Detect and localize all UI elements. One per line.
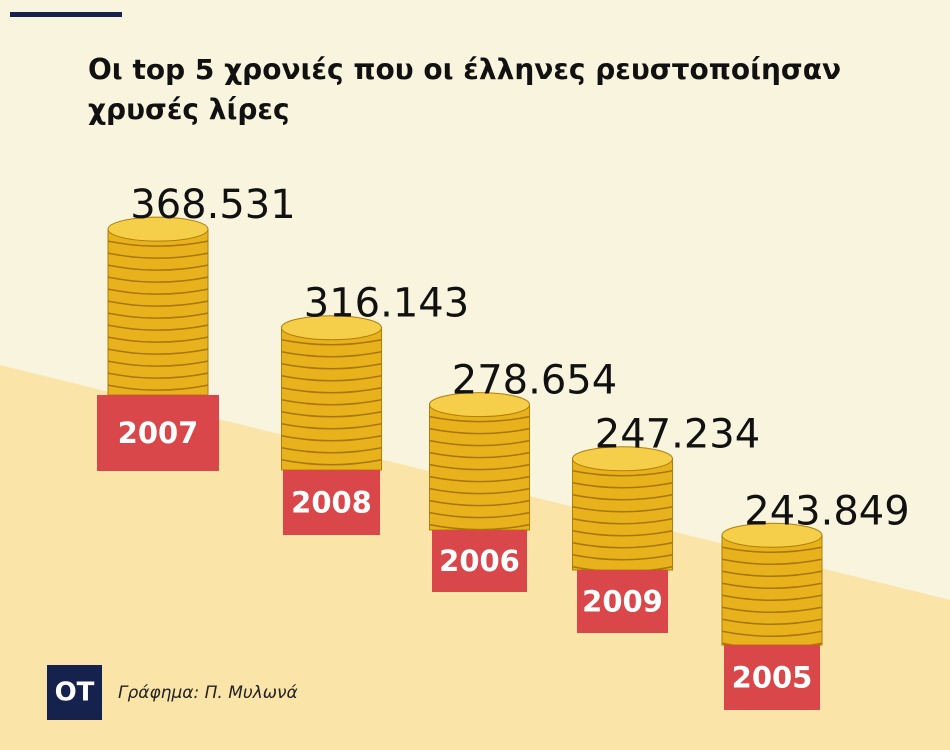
year-box: [97, 395, 219, 471]
coin-edge: [107, 288, 209, 295]
logo: OT: [55, 678, 95, 708]
coin-edge: [429, 463, 530, 471]
coin-top: [107, 216, 209, 242]
coin-edge: [429, 415, 530, 423]
year-label: 2005: [732, 661, 813, 695]
coin-edge: [572, 506, 673, 513]
coin-edge: [429, 523, 530, 531]
coin-body: [572, 458, 673, 571]
coin-edge: [721, 630, 823, 637]
coin-body: [281, 327, 382, 471]
coin-edge: [107, 360, 209, 367]
year-box: [577, 570, 668, 633]
coin-stack: [572, 446, 673, 573]
coin-edge: [721, 618, 823, 625]
value-label: 247.234: [595, 412, 760, 458]
coin-edge: [429, 475, 530, 483]
coin-edge: [107, 312, 209, 319]
coin-edge: [429, 499, 530, 507]
coin-top: [429, 392, 530, 418]
coin-edge: [721, 546, 823, 553]
coin-edge: [572, 530, 673, 537]
coin-edge: [281, 435, 382, 442]
coin-edge: [721, 558, 823, 565]
coin-edge: [107, 384, 209, 391]
coin-edge: [281, 375, 382, 382]
coin-edge: [281, 447, 382, 454]
top-rule: [10, 12, 122, 17]
coin-top: [572, 446, 673, 472]
coin-edge: [281, 387, 382, 394]
coin-edge: [107, 348, 209, 355]
year-box: [432, 530, 527, 592]
coin-edge: [572, 482, 673, 489]
coin-edge: [281, 363, 382, 370]
coin-edge: [572, 494, 673, 501]
coin-edge: [572, 518, 673, 525]
coin-stack: [429, 392, 530, 531]
coin-edge: [721, 570, 823, 577]
coin-edge: [572, 470, 673, 477]
coin-edge: [281, 411, 382, 418]
coin-top: [721, 522, 823, 548]
coin-edge: [107, 336, 209, 343]
coin-edge: [281, 351, 382, 358]
year-box: [283, 470, 380, 535]
coin-edge: [107, 240, 209, 247]
coin-edge: [429, 451, 530, 459]
coin-edge: [281, 399, 382, 406]
coin-edge: [107, 300, 209, 307]
year-label: 2008: [291, 486, 372, 520]
value-label: 316.143: [304, 281, 469, 327]
value-label: 368.531: [130, 182, 295, 228]
coin-edge: [572, 542, 673, 549]
coin-edge: [281, 459, 382, 466]
coin-body: [721, 534, 823, 646]
coin-edge: [429, 439, 530, 447]
year-box: [724, 645, 820, 710]
value-label: 278.654: [452, 358, 617, 404]
credit: Γράφημα: Π. Μυλωνά: [118, 683, 298, 703]
coin-edge: [281, 423, 382, 430]
chart-title: Οι top 5 χρονιές που οι έλληνες ρευστοπο…: [88, 53, 842, 126]
coin-edge: [429, 487, 530, 495]
coin-edge: [572, 554, 673, 561]
coin-edge: [721, 594, 823, 601]
year-label: 2009: [582, 585, 663, 619]
coin-edge: [281, 339, 382, 346]
coin-edge: [721, 606, 823, 613]
coin-stack: [107, 216, 209, 396]
coin-body: [107, 228, 209, 396]
year-label: 2007: [118, 416, 199, 450]
coin-edge: [107, 372, 209, 379]
coin-edge: [107, 324, 209, 331]
coin-edge: [429, 427, 530, 435]
coin-edge: [429, 511, 530, 519]
coin-stack: [721, 522, 823, 649]
coin-edge: [107, 276, 209, 283]
logo-box: [47, 665, 102, 720]
value-label: 243.849: [744, 488, 909, 534]
coin-top: [281, 315, 382, 341]
coin-edge: [107, 264, 209, 271]
coin-stack: [281, 315, 382, 471]
year-label: 2006: [439, 544, 520, 578]
coin-edge: [721, 582, 823, 589]
coin-edge: [107, 252, 209, 259]
